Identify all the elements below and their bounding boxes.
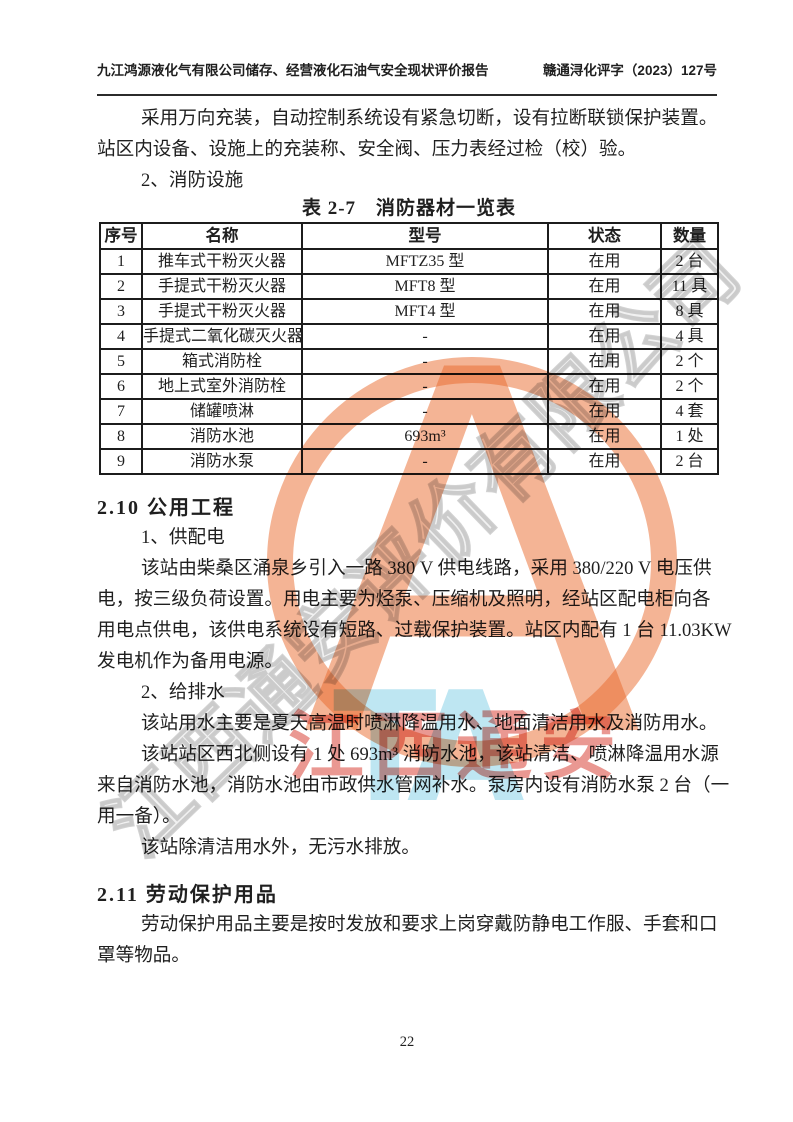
table-header-row: 序号 名称 型号 状态 数量 [99, 222, 719, 250]
table-row: 2 手提式干粉灭火器 MFT8 型 在用 11 具 [99, 273, 719, 300]
body-line: 采用万向充装，自动控制系统设有紧急切断，设有拉断联锁保护装置。 [141, 108, 718, 129]
cell-seq: 6 [99, 373, 143, 400]
cell-quantity: 2 个 [660, 373, 719, 400]
cell-seq: 7 [99, 398, 143, 425]
cell-quantity: 2 个 [660, 348, 719, 375]
table-row: 5 箱式消防栓 - 在用 2 个 [99, 348, 719, 375]
cell-seq: 4 [99, 323, 143, 350]
cell-model: - [301, 323, 549, 350]
cell-seq: 3 [99, 298, 143, 325]
cell-name: 箱式消防栓 [141, 348, 303, 375]
cell-name: 手提式二氧化碳灭火器 [141, 323, 303, 350]
page-content: 采用万向充装，自动控制系统设有紧急切断，设有拉断联锁保护装置。 站区内设备、设施… [97, 103, 732, 971]
body-line: 用一备）。 [97, 806, 181, 827]
running-header: 九江鸿源液化气有限公司储存、经营液化石油气安全现状评价报告 赣通浔化评字（202… [97, 62, 717, 80]
col-header-status: 状态 [547, 222, 662, 250]
body-line: 1、供配电 [141, 527, 225, 548]
body-line: 电，按三级负荷设置。用电主要为烃泵、压缩机及照明，经站区配电柜向各 [97, 589, 711, 610]
body-line: 来自消防水池，消防水池由市政供水管网补水。泵房内设有消防水泵 2 台（一 [97, 775, 730, 796]
table-row: 4 手提式二氧化碳灭火器 - 在用 4 具 [99, 323, 719, 350]
cell-status: 在用 [547, 423, 662, 450]
cell-quantity: 11 具 [660, 273, 719, 300]
table-row: 9 消防水泵 - 在用 2 台 [99, 448, 719, 475]
table-title: 表 2-7 消防器材一览表 [301, 198, 517, 219]
cell-quantity: 1 处 [660, 423, 719, 450]
body-line: 发电机作为备用电源。 [97, 651, 283, 672]
cell-model: - [301, 348, 549, 375]
body-line: 用电点供电，该供电系统设有短路、过载保护装置。站区内配有 1 台 11.03KW [97, 620, 732, 641]
cell-model: - [301, 448, 549, 475]
body-line: 罩等物品。 [97, 945, 190, 966]
header-rule [97, 94, 717, 96]
body-line: 该站由柴桑区涌泉乡引入一路 380 V 供电线路，采用 380/220 V 电压… [141, 558, 712, 579]
cell-model: MFTZ35 型 [301, 248, 549, 275]
cell-quantity: 2 台 [660, 448, 719, 475]
cell-seq: 1 [99, 248, 143, 275]
col-header-model: 型号 [301, 222, 549, 250]
table-row: 8 消防水池 693m³ 在用 1 处 [99, 423, 719, 450]
fire-equipment-table: 序号 名称 型号 状态 数量 1 推车式干粉灭火器 MFTZ35 型 在用 2 … [99, 222, 719, 475]
col-header-name: 名称 [141, 222, 303, 250]
cell-name: 手提式干粉灭火器 [141, 273, 303, 300]
cell-seq: 5 [99, 348, 143, 375]
cell-status: 在用 [547, 298, 662, 325]
cell-quantity: 8 具 [660, 298, 719, 325]
cell-status: 在用 [547, 373, 662, 400]
table-row: 6 地上式室外消防栓 - 在用 2 个 [99, 373, 719, 400]
cell-status: 在用 [547, 248, 662, 275]
cell-seq: 2 [99, 273, 143, 300]
cell-status: 在用 [547, 448, 662, 475]
cell-name: 消防水池 [141, 423, 303, 450]
cell-quantity: 2 台 [660, 248, 719, 275]
section-heading-2-11: 2.11 劳动保护用品 [97, 884, 278, 906]
cell-status: 在用 [547, 348, 662, 375]
cell-status: 在用 [547, 273, 662, 300]
body-line: 该站用水主要是夏天高温时喷淋降温用水、地面清洁用水及消防用水。 [141, 713, 718, 734]
body-line: 该站除清洁用水外，无污水排放。 [141, 837, 420, 858]
cell-name: 推车式干粉灭火器 [141, 248, 303, 275]
cell-name: 手提式干粉灭火器 [141, 298, 303, 325]
body-line: 站区内设备、设施上的充装称、安全阀、压力表经过检（校）验。 [97, 139, 637, 160]
cell-status: 在用 [547, 398, 662, 425]
cell-seq: 8 [99, 423, 143, 450]
cell-model: - [301, 398, 549, 425]
cell-name: 储罐喷淋 [141, 398, 303, 425]
cell-model: 693m³ [301, 423, 549, 450]
body-line: 2、消防设施 [141, 170, 244, 191]
col-header-quantity: 数量 [660, 222, 719, 250]
table-row: 3 手提式干粉灭火器 MFT4 型 在用 8 具 [99, 298, 719, 325]
body-line: 该站站区西北侧设有 1 处 693m³ 消防水池，该站清洁、喷淋降温用水源 [141, 744, 719, 765]
cell-quantity: 4 套 [660, 398, 719, 425]
cell-quantity: 4 具 [660, 323, 719, 350]
cell-model: MFT4 型 [301, 298, 549, 325]
body-line: 2、给排水 [141, 682, 225, 703]
page-number: 22 [399, 1034, 415, 1050]
col-header-seq: 序号 [99, 222, 143, 250]
cell-seq: 9 [99, 448, 143, 475]
table-row: 1 推车式干粉灭火器 MFTZ35 型 在用 2 台 [99, 248, 719, 275]
cell-name: 地上式室外消防栓 [141, 373, 303, 400]
cell-name: 消防水泵 [141, 448, 303, 475]
cell-status: 在用 [547, 323, 662, 350]
cell-model: - [301, 373, 549, 400]
section-heading-2-10: 2.10 公用工程 [97, 497, 235, 519]
table-row: 7 储罐喷淋 - 在用 4 套 [99, 398, 719, 425]
body-line: 劳动保护用品主要是按时发放和要求上岗穿戴防静电工作服、手套和口 [141, 914, 718, 935]
report-title: 九江鸿源液化气有限公司储存、经营液化石油气安全现状评价报告 [97, 63, 489, 78]
document-number: 赣通浔化评字（2023）127号 [542, 63, 717, 78]
cell-model: MFT8 型 [301, 273, 549, 300]
